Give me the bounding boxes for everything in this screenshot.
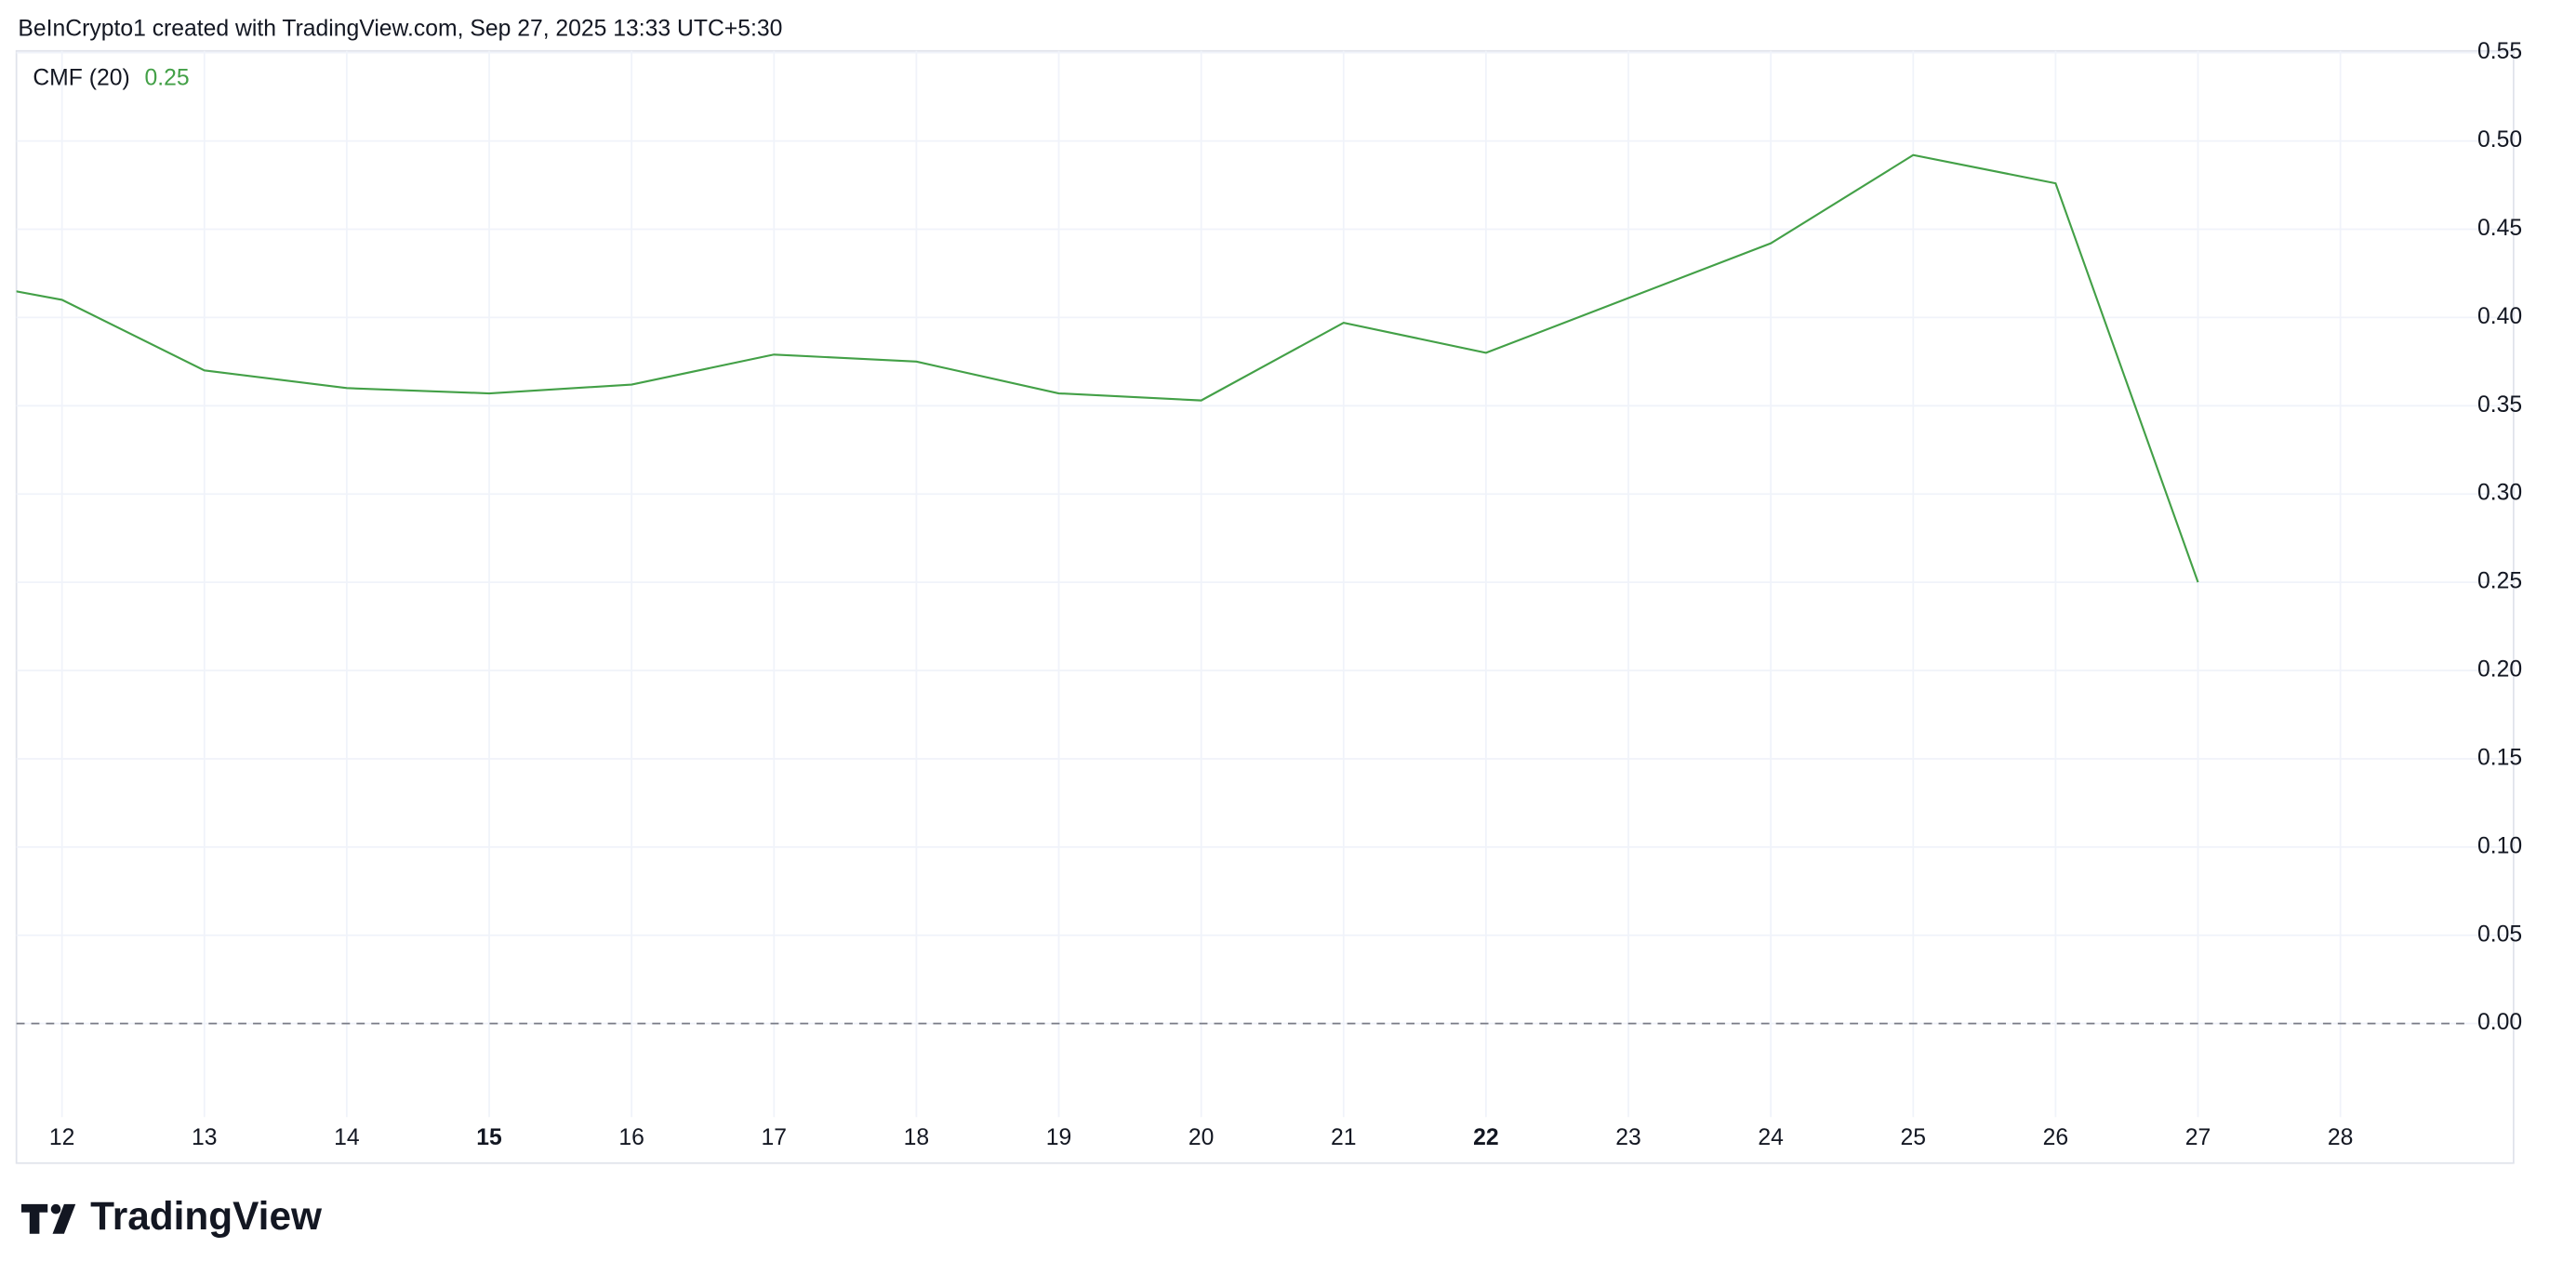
labels: 0.00 0.05 0.10 0.15 0.20 0.25 0.30 0.35 0.40 0.45… — [49, 39, 2522, 1150]
brand: TradingView — [90, 1194, 323, 1238]
x-tick-label: 25 — [1901, 1125, 1927, 1150]
header-text: BeInCrypto1 created with TradingView.com… — [18, 16, 782, 41]
legend-name: CMF (20) — [33, 65, 129, 90]
x-tick-label: 26 — [2043, 1125, 2069, 1150]
y-tick-label: 0.15 — [2477, 745, 2522, 770]
x-tick-label: 21 — [1331, 1125, 1357, 1150]
x-tick-label: 12 — [49, 1125, 75, 1150]
legend-value: 0.25 — [144, 65, 189, 90]
y-tick-label: 0.50 — [2477, 127, 2522, 153]
y-tick-label: 0.00 — [2477, 1010, 2522, 1035]
y-tick-label: 0.30 — [2477, 481, 2522, 506]
x-tick-label: 22 — [1473, 1125, 1499, 1150]
x-tick-label: 16 — [618, 1125, 644, 1150]
x-tick-label: 17 — [762, 1125, 787, 1150]
x-tick-label: 14 — [334, 1125, 360, 1150]
y-tick-label: 0.10 — [2477, 833, 2522, 858]
x-tick-label: 18 — [904, 1125, 929, 1150]
y-tick-label: 0.55 — [2477, 39, 2522, 64]
x-tick-label: 28 — [2328, 1125, 2354, 1150]
x-tick-label: 19 — [1046, 1125, 1072, 1150]
y-tick-label: 0.25 — [2477, 569, 2522, 594]
chart-frame — [15, 49, 2515, 1164]
y-tick-label: 0.40 — [2477, 304, 2522, 329]
y-tick-label: 0.05 — [2477, 922, 2522, 947]
x-tick-label: 27 — [2185, 1125, 2211, 1150]
x-tick-label: 15 — [476, 1125, 502, 1150]
brand-logo — [20, 1203, 76, 1234]
x-tick-label: 13 — [192, 1125, 218, 1150]
x-tick-label: 24 — [1758, 1125, 1784, 1150]
y-tick-label: 0.45 — [2477, 216, 2522, 241]
y-tick-label: 0.35 — [2477, 392, 2522, 418]
cmf-line — [16, 153, 2199, 583]
x-tick-label: 23 — [1615, 1125, 1641, 1150]
x-tick-label: 20 — [1188, 1125, 1215, 1150]
grid — [16, 50, 2514, 1118]
y-tick-label: 0.20 — [2477, 657, 2522, 683]
plot — [16, 153, 2199, 583]
